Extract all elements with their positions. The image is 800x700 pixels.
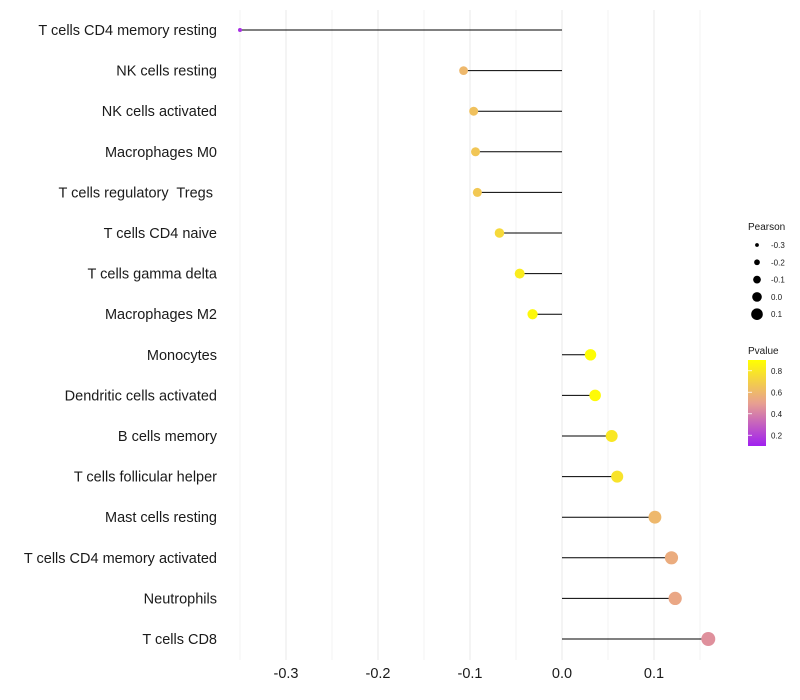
size-legend-title: Pearson [748,222,785,233]
category-label: T cells follicular helper [74,470,217,486]
category-label: T cells regulatory Tregs [59,185,218,201]
size-legend-key [755,243,759,247]
grid-lines [239,10,701,660]
lollipop-point [648,510,662,524]
category-label: B cells memory [118,429,218,445]
color-legend-label: 0.4 [771,410,783,419]
lollipop-point [589,389,601,402]
size-legend-label: -0.1 [771,276,785,285]
category-label: T cells CD4 memory resting [38,23,217,39]
category-label: NK cells resting [116,64,217,80]
size-legend-label: -0.2 [771,258,785,267]
color-legend-label: 0.8 [771,367,783,376]
size-legend-label: -0.3 [771,241,785,250]
x-tick-label: -0.1 [458,666,483,682]
x-tick-label: -0.2 [366,666,391,682]
size-legend-key [753,275,761,284]
x-axis-ticks: -0.3 -0.2 -0.1 0.0 0.1 [274,666,665,682]
category-label: T cells CD4 memory activated [24,551,217,567]
lollipop-point [701,632,716,646]
size-legend-label: 0.0 [771,293,783,302]
category-label: Macrophages M2 [105,307,217,323]
x-tick-label: 0.0 [552,666,572,682]
category-label: NK cells activated [102,104,217,120]
size-legend-key [752,292,762,302]
lollipop-point [611,470,624,483]
size-legend-key [751,308,763,321]
category-labels: T cells CD4 memory resting NK cells resti… [24,23,218,648]
category-label: Neutrophils [144,591,217,607]
size-legend-label: 0.1 [771,310,783,319]
lollipop-point [238,28,242,32]
x-tick-label: 0.1 [644,666,664,682]
color-legend-label: 0.2 [771,431,783,440]
lollipop-point [469,106,479,116]
category-label: Macrophages M0 [105,145,217,161]
category-label: Mast cells resting [105,510,217,526]
color-legend-title: Pvalue [748,346,779,357]
lollipop-point [514,268,525,279]
lollipop-stems [240,29,709,640]
lollipop-point [584,349,597,361]
color-legend-label: 0.6 [771,388,783,397]
category-label: T cells CD8 [142,632,217,648]
lollipop-point [664,551,679,565]
category-label: Dendritic cells activated [65,388,217,404]
lollipop-points [238,28,716,646]
lollipop-point [605,430,618,442]
color-legend-bar [748,360,766,446]
lollipop-point [668,591,682,606]
category-label: T cells gamma delta [88,267,218,283]
category-label: Monocytes [147,348,217,364]
category-label: T cells CD4 naive [104,226,217,242]
pearson-size-legend: Pearson -0.3 -0.2 -0.1 0.0 0.1 [748,222,785,321]
lollipop-point [472,187,482,197]
lollipop-point [459,66,468,75]
x-tick-label: -0.3 [274,666,299,682]
lollipop-point [471,147,481,157]
pvalue-color-legend: Pvalue 0.8 0.6 0.4 0.2 [748,346,783,446]
lollipop-point [494,228,505,238]
size-legend-key [754,259,760,266]
lollipop-point [527,309,538,320]
